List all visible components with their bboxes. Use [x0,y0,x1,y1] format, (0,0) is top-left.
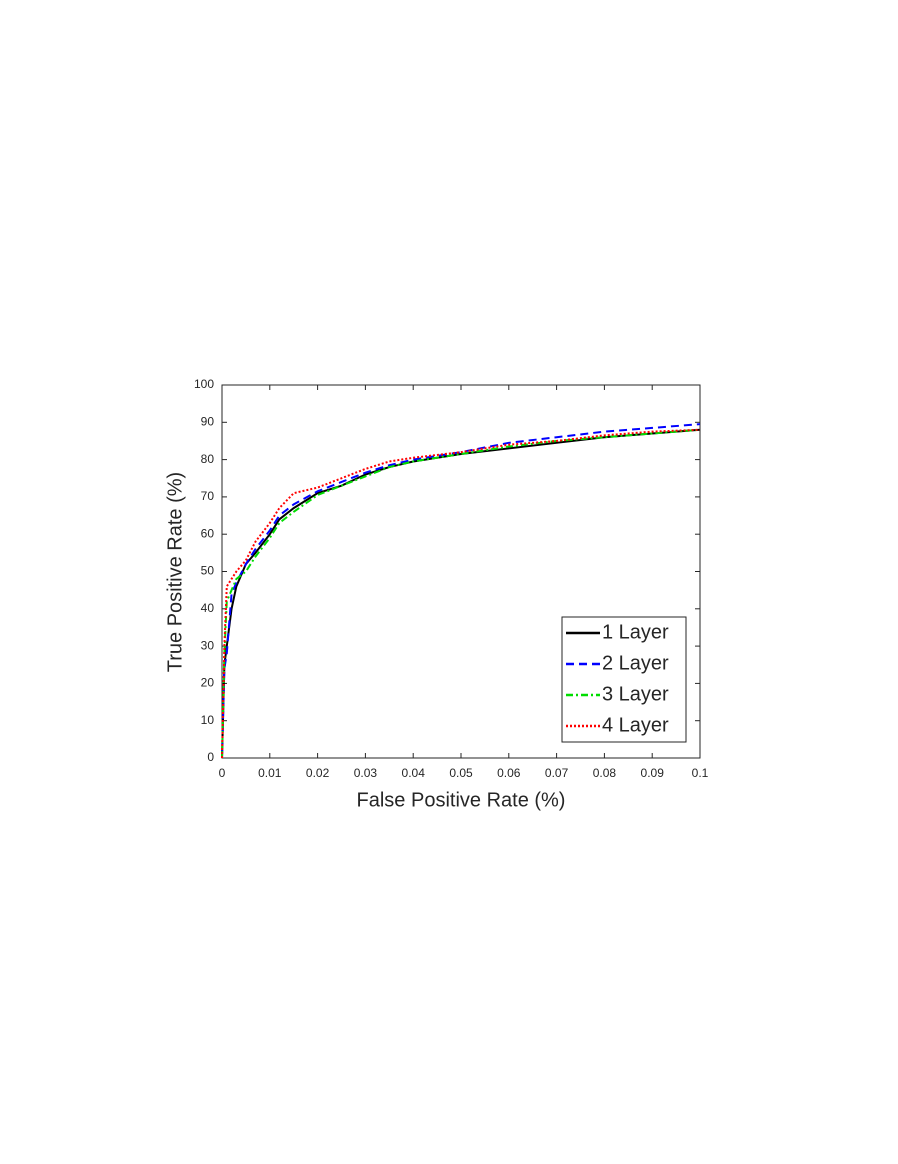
legend-label: 2 Layer [602,652,669,674]
legend-label: 1 Layer [602,621,669,643]
x-tick-label: 0.02 [306,766,330,780]
x-tick-label: 0.03 [354,766,378,780]
x-tick-label: 0.1 [692,766,709,780]
legend-label: 4 Layer [602,714,669,736]
series-line [221,423,701,759]
x-tick-label: 0.01 [258,766,282,780]
x-tick-label: 0.06 [497,766,521,780]
legend-box [561,616,687,743]
x-tick-label: 0 [219,766,226,780]
x-tick-label: 0.07 [545,766,569,780]
series-line [221,428,701,759]
series-line [221,428,701,759]
x-tick-label: 0.04 [402,766,426,780]
y-tick-label: 10 [201,713,215,727]
x-tick-label: 0.09 [641,766,665,780]
x-tick-label: 0.08 [593,766,617,780]
y-tick-label: 100 [194,377,214,391]
y-axis-label: True Positive Rate (%) [164,472,186,672]
y-tick-label: 70 [201,489,215,503]
y-tick-label: 90 [201,414,215,428]
y-tick-label: 40 [201,601,215,615]
x-axis-label: False Positive Rate (%) [357,789,566,811]
y-tick-label: 60 [201,526,215,540]
y-tick-label: 20 [201,676,215,690]
y-tick-label: 50 [201,564,215,578]
y-tick-label: 0 [207,750,214,764]
y-tick-label: 30 [201,638,215,652]
y-tick-label: 80 [201,452,215,466]
x-tick-label: 0.05 [449,766,473,780]
legend-label: 3 Layer [602,683,669,705]
